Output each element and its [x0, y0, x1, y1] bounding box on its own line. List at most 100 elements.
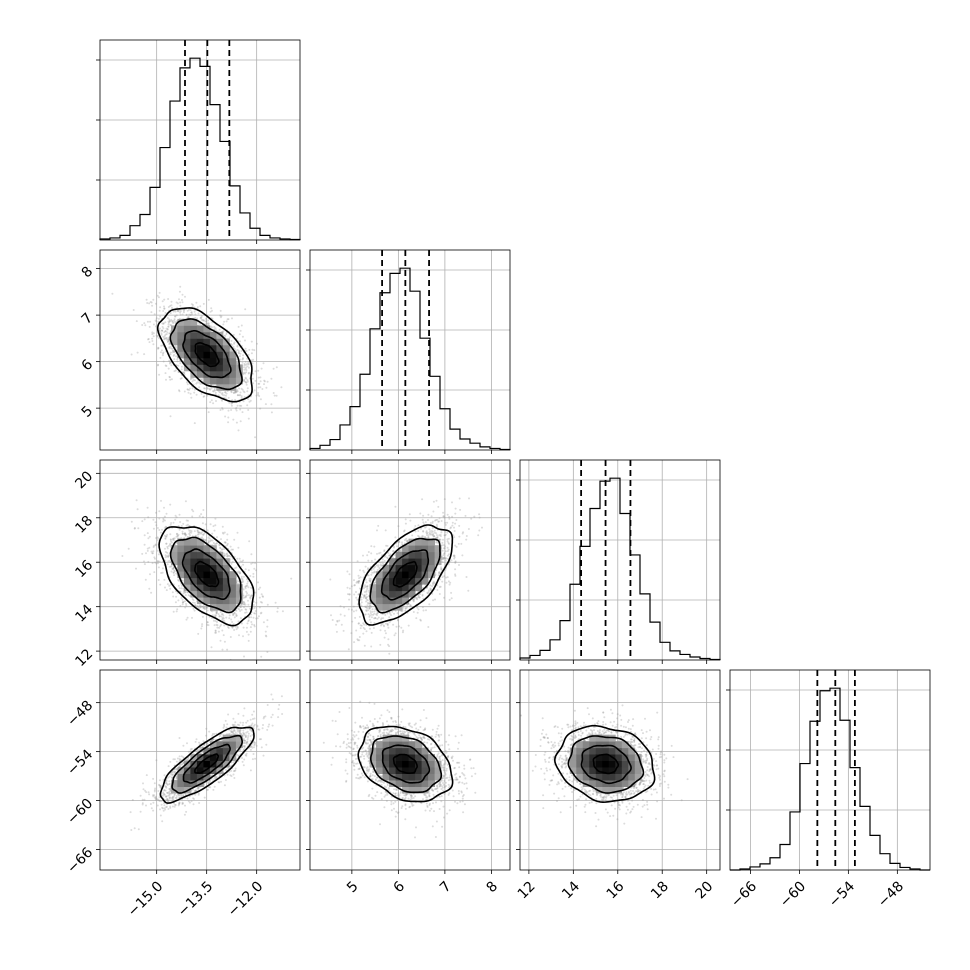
scatter-point	[247, 586, 250, 589]
density-cell	[196, 564, 204, 572]
scatter-point	[186, 383, 189, 386]
scatter-point	[179, 362, 182, 365]
scatter-point	[165, 535, 168, 538]
scatter-point	[184, 534, 187, 537]
scatter-point	[151, 304, 154, 307]
scatter-point	[260, 593, 263, 596]
density-cell	[177, 551, 185, 559]
scatter-point	[160, 499, 162, 502]
scatter-point	[157, 347, 159, 350]
scatter-point	[172, 321, 175, 324]
density-cell	[222, 383, 230, 391]
scatter-point	[225, 392, 228, 395]
scatter-point	[191, 616, 193, 619]
scatter-point	[177, 599, 180, 602]
scatter-point	[156, 549, 159, 552]
scatter-point	[156, 537, 159, 540]
density-cell	[196, 584, 204, 592]
scatter-point	[387, 626, 390, 629]
scatter-point	[163, 338, 166, 341]
scatter-point	[454, 522, 457, 525]
density-cell	[203, 564, 211, 572]
scatter-point	[209, 401, 212, 404]
scatter-point	[232, 612, 234, 615]
scatter-point	[161, 352, 164, 355]
scatter-point	[195, 393, 198, 396]
scatter-point	[216, 624, 219, 627]
scatter-point	[245, 377, 248, 380]
scatter-point	[246, 362, 249, 365]
scatter-point	[152, 527, 155, 530]
scatter-point	[163, 298, 166, 301]
scatter-point	[177, 579, 180, 582]
scatter-point	[202, 607, 205, 610]
scatter-point	[162, 360, 165, 363]
scatter-point	[266, 380, 269, 383]
scatter-point	[213, 387, 216, 390]
scatter-point	[241, 579, 244, 582]
scatter-point	[260, 367, 263, 370]
scatter-point	[236, 349, 239, 351]
scatter-point	[193, 609, 196, 612]
scatter-point	[236, 394, 239, 397]
scatter-point	[401, 541, 403, 544]
scatter-point	[245, 596, 247, 598]
density-cell	[190, 564, 198, 572]
scatter-point	[215, 614, 218, 617]
scatter-point	[226, 648, 229, 651]
histogram-p1	[99, 57, 301, 241]
scatter-point	[436, 536, 439, 538]
scatter-point	[172, 537, 175, 540]
scatter-point	[146, 506, 149, 509]
contours	[158, 526, 255, 627]
scatter-point	[386, 612, 389, 615]
density-cell	[183, 338, 191, 346]
scatter-point	[184, 295, 186, 298]
scatter-point	[169, 538, 172, 541]
scatter-point	[270, 403, 273, 406]
histogram-p2	[309, 267, 511, 451]
scatter-point	[151, 340, 154, 342]
scatter-point	[246, 404, 249, 407]
scatter-point	[230, 339, 233, 342]
scatter-point	[173, 351, 176, 353]
scatter-point	[236, 388, 239, 391]
density-cell	[235, 370, 243, 378]
scatter-point	[240, 395, 243, 398]
scatter-point	[172, 521, 175, 524]
scatter-point	[244, 587, 247, 590]
scatter-point	[237, 352, 240, 355]
panel-p3-vs-p2	[306, 459, 511, 664]
scatter-point	[176, 532, 178, 535]
density-cell	[190, 325, 198, 333]
scatter-point	[244, 367, 247, 370]
scatter-point	[136, 351, 139, 354]
scatter-point	[166, 328, 169, 331]
scatter-point	[188, 313, 191, 316]
scatter-point	[226, 552, 229, 555]
scatter-point	[204, 387, 207, 390]
scatter-point	[165, 542, 168, 545]
scatter-point	[168, 362, 171, 365]
scatter-point	[208, 537, 211, 540]
scatter-point	[236, 345, 239, 348]
scatter-point	[155, 562, 158, 565]
scatter-point	[226, 544, 229, 547]
scatter-point	[242, 601, 245, 603]
density-cell	[177, 351, 185, 359]
scatter-point	[172, 310, 175, 313]
scatter-point	[247, 361, 250, 363]
scatter-point	[191, 313, 194, 316]
scatter-point	[155, 524, 158, 527]
scatter-point	[166, 533, 169, 536]
scatter-point	[174, 369, 177, 372]
scatter-point	[169, 587, 172, 590]
density-cell	[209, 338, 217, 346]
scatter-point	[163, 307, 166, 310]
scatter-point	[247, 353, 250, 356]
density-cell	[229, 577, 237, 585]
scatter-point	[207, 411, 210, 414]
scatter-point	[158, 517, 161, 520]
scatter-point	[224, 391, 227, 394]
density-cell	[183, 564, 191, 572]
